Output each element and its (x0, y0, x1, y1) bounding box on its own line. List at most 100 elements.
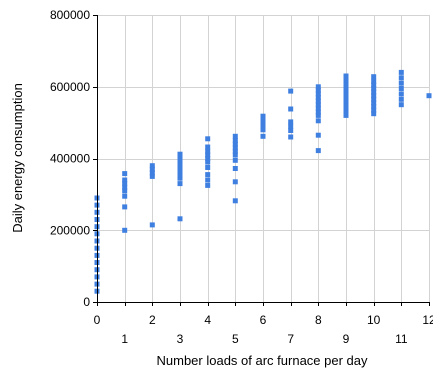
gridlines (97, 15, 430, 302)
data-point (343, 105, 349, 111)
data-point (149, 166, 155, 172)
data-point (122, 204, 128, 210)
x-tick-label: 6 (260, 313, 267, 327)
data-point (315, 102, 321, 108)
data-point (398, 69, 404, 75)
data-point (343, 84, 349, 90)
data-point (343, 95, 349, 100)
data-point (232, 152, 238, 158)
data-point (260, 113, 266, 119)
y-tick-label: 0 (83, 295, 90, 309)
data-point (260, 118, 266, 124)
data-point (149, 163, 155, 169)
data-point (315, 87, 321, 93)
data-point (122, 227, 128, 233)
data-point (122, 181, 128, 187)
data-point (232, 157, 238, 163)
x-tick-label: 4 (204, 313, 211, 327)
data-point (205, 177, 211, 183)
data-point (177, 165, 183, 170)
data-point (205, 148, 211, 154)
data-point (260, 127, 266, 133)
data-point (260, 123, 266, 128)
data-point (232, 138, 238, 144)
data-point (371, 100, 377, 106)
data-point (371, 82, 377, 88)
y-tick-label: 800000 (50, 8, 90, 22)
data-point (177, 216, 183, 222)
data-point (205, 136, 211, 142)
data-point (371, 74, 377, 80)
data-point (315, 109, 321, 115)
data-point (343, 80, 349, 86)
x-tick-label: 0 (94, 313, 101, 327)
data-point (315, 95, 321, 100)
data-point (205, 156, 211, 161)
data-point (177, 157, 183, 163)
data-point (371, 93, 377, 99)
data-point (398, 96, 404, 102)
data-point (232, 141, 238, 147)
data-point (205, 172, 211, 178)
data-point (205, 182, 211, 188)
data-point (260, 133, 266, 139)
x-tick-label: 2 (149, 313, 156, 327)
axes (93, 15, 430, 306)
x-axis-title: Number loads of arc furnace per day (157, 353, 368, 368)
data-point (205, 152, 211, 158)
data-point (122, 184, 128, 190)
data-point (149, 222, 155, 228)
data-point (149, 170, 155, 176)
data-point (398, 102, 404, 108)
x-tick-label: 3 (177, 332, 184, 346)
data-point (288, 88, 294, 94)
data-point (398, 91, 404, 97)
data-point (288, 134, 294, 140)
data-point (426, 93, 432, 99)
data-point (122, 177, 128, 183)
data-point (371, 104, 377, 109)
data-point (177, 161, 183, 167)
data-point (232, 133, 238, 139)
data-point (232, 166, 238, 171)
data-point (232, 148, 238, 154)
data-point (343, 73, 349, 79)
y-tick-label: 400000 (50, 152, 90, 166)
x-tick-label: 1 (121, 332, 128, 346)
data-point (343, 77, 349, 83)
data-point (122, 171, 128, 177)
data-point (343, 98, 349, 104)
data-point (232, 145, 238, 151)
data-point (288, 123, 294, 129)
data-point (398, 86, 404, 91)
data-point (371, 107, 377, 113)
y-tick-labels: 0 200000 400000 600000 800000 (50, 8, 90, 309)
data-point (398, 80, 404, 86)
data-point (232, 179, 238, 185)
data-point (315, 84, 321, 90)
data-point (177, 151, 183, 157)
x-tick-label: 7 (287, 332, 294, 346)
data-point (343, 102, 349, 108)
data-point (315, 91, 321, 97)
data-point (315, 118, 321, 124)
data-point (205, 159, 211, 165)
data-point (288, 128, 294, 133)
y-tick-label: 600000 (50, 80, 90, 94)
data-point (315, 98, 321, 104)
x-tick-label: 5 (232, 332, 239, 346)
data-point (122, 193, 128, 199)
data-point (177, 172, 183, 178)
data-point (343, 87, 349, 93)
data-point (288, 106, 294, 112)
data-point (122, 188, 128, 194)
data-point (315, 148, 321, 154)
data-point (232, 198, 238, 204)
x-tick-label: 11 (395, 332, 408, 346)
x-tick-label: 9 (343, 332, 350, 346)
data-point (315, 105, 321, 111)
data-point (315, 132, 321, 138)
data-point (315, 112, 321, 118)
data-point (149, 173, 155, 179)
